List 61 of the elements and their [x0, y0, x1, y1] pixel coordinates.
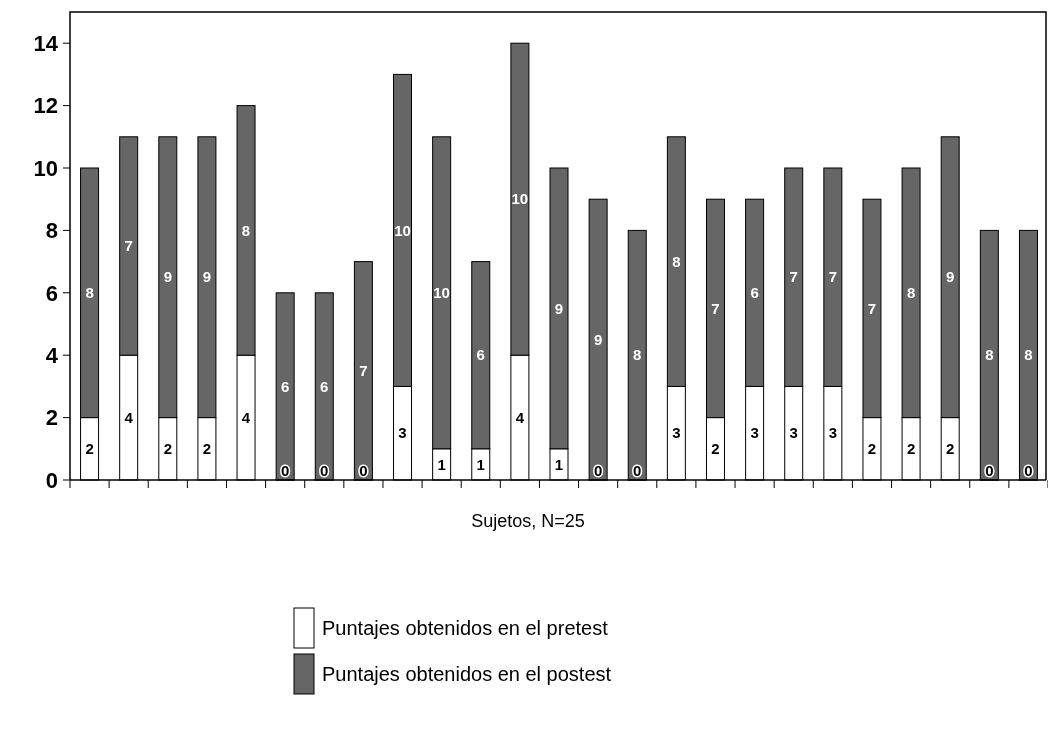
data-label: 2 — [163, 440, 172, 458]
data-label: 10 — [511, 190, 529, 208]
data-label: 7 — [828, 268, 838, 286]
data-label: 9 — [163, 268, 172, 286]
y-tick-label: 8 — [45, 218, 58, 244]
data-label: 1 — [476, 455, 485, 473]
data-label: 2 — [946, 440, 955, 458]
y-tick-label: 10 — [33, 155, 58, 181]
data-label: 0 — [280, 462, 290, 480]
y-tick-label: 14 — [33, 30, 59, 56]
data-label: 3 — [750, 424, 759, 442]
legend-label: Puntajes obtenidos en el pretest — [322, 617, 609, 639]
data-label: 0 — [985, 462, 994, 480]
data-label: 2 — [906, 440, 916, 458]
data-label: 3 — [398, 424, 407, 442]
data-label: 3 — [789, 424, 798, 442]
data-label: 9 — [946, 268, 955, 286]
data-label: 10 — [433, 284, 450, 302]
data-label: 0 — [633, 462, 642, 480]
data-label: 7 — [359, 362, 368, 380]
data-label: 4 — [515, 408, 525, 426]
data-label: 7 — [867, 299, 877, 317]
data-label: 6 — [280, 377, 290, 395]
y-tick-label: 4 — [45, 342, 59, 368]
data-label: 4 — [124, 408, 134, 426]
data-label: 3 — [828, 424, 838, 442]
data-label: 2 — [867, 440, 877, 458]
data-label: 8 — [633, 346, 642, 364]
data-label: 8 — [1024, 346, 1033, 364]
legend-label: Puntajes obtenidos en el postest — [322, 663, 612, 685]
data-label: 4 — [241, 408, 251, 426]
data-label: 10 — [394, 221, 411, 239]
data-label: 8 — [672, 252, 681, 270]
data-label: 9 — [554, 299, 564, 317]
data-label: 1 — [437, 455, 446, 473]
data-label: 8 — [985, 346, 994, 364]
data-label: 9 — [202, 268, 212, 286]
data-label: 0 — [320, 462, 329, 480]
data-label: 8 — [906, 284, 916, 302]
data-label: 0 — [1024, 462, 1033, 480]
y-tick-label: 12 — [33, 93, 58, 119]
data-label: 2 — [711, 440, 720, 458]
data-label: 7 — [789, 268, 798, 286]
y-tick-label: 6 — [45, 280, 58, 306]
x-axis-title: Sujetos, N=25 — [471, 511, 585, 531]
y-tick-label: 0 — [45, 467, 58, 493]
data-label: 8 — [85, 284, 94, 302]
data-label: 2 — [202, 440, 212, 458]
data-label: 0 — [359, 462, 368, 480]
data-label: 8 — [241, 221, 251, 239]
y-tick-label: 2 — [45, 405, 58, 431]
data-label: 2 — [85, 440, 94, 458]
data-label: 9 — [593, 330, 603, 348]
data-label: 0 — [593, 462, 603, 480]
data-label: 3 — [672, 424, 681, 442]
data-label: 6 — [476, 346, 485, 364]
data-label: 1 — [554, 455, 564, 473]
data-label: 6 — [750, 284, 759, 302]
data-label: 6 — [320, 377, 329, 395]
data-label: 7 — [124, 237, 133, 255]
data-label: 7 — [711, 299, 720, 317]
